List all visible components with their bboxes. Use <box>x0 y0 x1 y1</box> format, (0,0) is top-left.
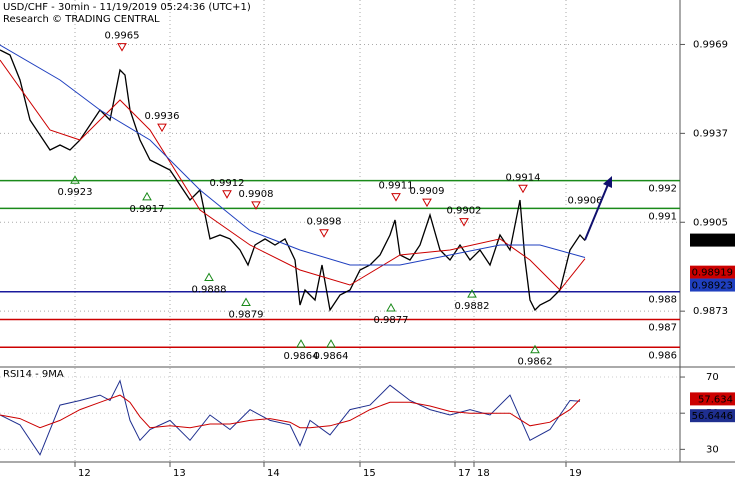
x-tick-label: 12 <box>78 468 91 479</box>
x-tick-label: 17 <box>458 468 471 479</box>
last-value-label: 0.98919 <box>692 268 733 279</box>
y-tick-label: 0.9969 <box>693 39 728 50</box>
forecast-arrowhead <box>603 176 612 188</box>
forecast-arrow <box>584 181 610 241</box>
level-label: 0.986 <box>648 350 677 361</box>
chart-subtitle: Research © TRADING CENTRAL <box>3 14 160 25</box>
last-value-label: 57.634 <box>698 394 733 405</box>
high-marker <box>117 43 127 52</box>
level-label: 0.987 <box>648 322 677 333</box>
high-marker <box>391 193 401 202</box>
y-tick-label: 0.9873 <box>693 306 728 317</box>
last-value-label: 0.98984 <box>692 236 733 247</box>
series-line <box>0 379 581 456</box>
high-label: 0.9911 <box>379 181 414 192</box>
last-value-label: 0.98923 <box>692 281 733 292</box>
chart-title: USD/CHF - 30min - 11/19/2019 05:24:36 (U… <box>3 2 251 13</box>
level-label: 0.991 <box>648 211 677 222</box>
low-marker <box>142 191 152 201</box>
high-label: 0.9914 <box>506 172 541 183</box>
series-line <box>0 49 586 312</box>
high-marker <box>251 201 261 210</box>
y-tick-label: 0.9937 <box>693 128 728 139</box>
high-marker <box>222 190 232 199</box>
series-line <box>0 44 586 266</box>
low-label: 0.9879 <box>229 309 264 320</box>
low-label: 0.9888 <box>192 284 227 295</box>
low-label: 0.9864 <box>314 351 349 362</box>
low-marker <box>296 339 306 348</box>
high-marker <box>319 229 329 238</box>
low-marker <box>326 339 336 348</box>
low-label: 0.9923 <box>58 187 93 198</box>
high-label: 0.9898 <box>307 217 342 228</box>
low-marker <box>204 272 214 281</box>
y-tick-label: 0.9905 <box>693 217 728 228</box>
x-tick-label: 19 <box>569 468 582 479</box>
high-label: 0.9965 <box>105 31 140 42</box>
x-tick-label: 14 <box>267 468 280 479</box>
high-marker <box>422 198 432 208</box>
last-value-box <box>690 233 735 247</box>
low-marker <box>70 175 80 184</box>
x-tick-label: 18 <box>477 468 490 479</box>
low-label: 0.9877 <box>374 315 409 326</box>
level-label: 0.988 <box>648 295 677 306</box>
level-label: 0.992 <box>648 184 677 195</box>
high-label: 0.9909 <box>410 186 445 197</box>
low-marker <box>241 297 251 306</box>
high-marker <box>518 184 528 194</box>
x-tick-label: 15 <box>363 468 376 479</box>
x-tick-label: 13 <box>173 468 186 479</box>
high-marker <box>459 218 469 227</box>
y-tick-label: 30 <box>706 444 719 455</box>
low-marker <box>386 303 396 312</box>
rsi-title: RSI14 - 9MA <box>3 369 64 380</box>
low-label: 0.9862 <box>518 357 553 368</box>
series-line <box>0 59 586 291</box>
last-value-box <box>690 265 735 279</box>
last-value-box <box>690 392 735 406</box>
series-line <box>0 394 581 429</box>
high-marker <box>157 123 167 133</box>
low-marker <box>467 289 477 298</box>
last-value-box <box>690 278 735 292</box>
low-label: 0.9882 <box>455 301 490 312</box>
price-label: 0.9906 <box>568 195 603 206</box>
y-tick-label: 70 <box>706 372 719 383</box>
low-marker <box>530 344 540 354</box>
low-label: 0.9864 <box>284 351 319 362</box>
last-value-box <box>690 409 735 423</box>
high-label: 0.9936 <box>145 111 180 122</box>
high-label: 0.9902 <box>447 206 482 217</box>
last-value-label: 56.6446 <box>692 411 733 422</box>
high-label: 0.9912 <box>210 178 245 189</box>
high-label: 0.9908 <box>239 189 274 200</box>
low-label: 0.9917 <box>130 204 165 215</box>
